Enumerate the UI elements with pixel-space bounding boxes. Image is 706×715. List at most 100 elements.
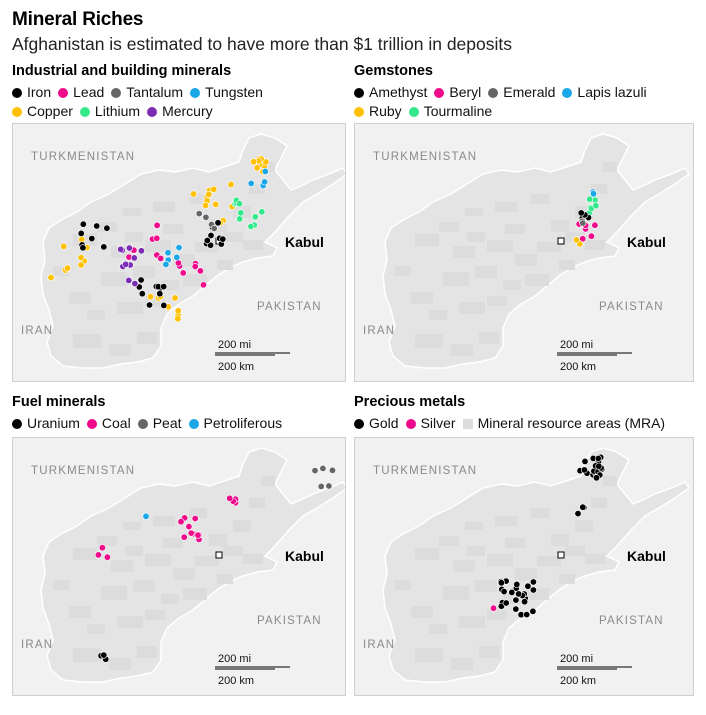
label-kabul: Kabul: [627, 234, 666, 250]
legend-row: Gold Silver Mineral resource areas (MRA): [354, 414, 672, 433]
mra-area: [495, 202, 517, 212]
mra-area: [145, 610, 165, 620]
mra-area: [123, 208, 141, 216]
legend-dot-swatch: [188, 418, 199, 429]
uranium-deposit: [100, 651, 108, 659]
gold-deposit: [594, 454, 602, 462]
mra-area: [395, 266, 411, 276]
copper-deposit: [77, 261, 85, 269]
mra-area: [551, 534, 569, 546]
mra-area: [505, 538, 525, 548]
lead-deposit: [179, 269, 187, 277]
mra-area: [87, 624, 105, 634]
coal-deposit: [187, 529, 195, 537]
legend-dot-swatch: [562, 87, 573, 98]
mra-area: [479, 332, 499, 344]
legend-square-swatch: [462, 418, 473, 429]
mra-area: [453, 560, 475, 572]
mra-area: [189, 508, 207, 518]
mra-area: [591, 498, 607, 508]
label-iran: IRAN: [21, 639, 53, 651]
mra-area: [137, 646, 157, 658]
kabul-marker: [557, 237, 565, 245]
legend-label: Mineral resource areas (MRA): [477, 415, 666, 431]
legend-item: Silver: [405, 414, 456, 433]
tungsten-deposit: [175, 244, 183, 252]
legend-dot-swatch: [58, 87, 69, 98]
iron-deposit: [77, 229, 85, 237]
legend-dot-swatch: [408, 106, 419, 117]
coal-deposit: [191, 515, 199, 523]
panel-title-gemstones: Gemstones: [354, 63, 433, 79]
map-fuel: TURKMENISTAN IRAN PAKISTAN Kabul 200 mi 200 k…: [12, 437, 346, 696]
gold-deposit: [502, 599, 510, 607]
tourmaline-deposit: [592, 202, 600, 210]
tungsten-deposit: [164, 249, 172, 257]
legend-label: Peat: [152, 415, 182, 431]
panel-title-industrial: Industrial and building minerals: [12, 63, 232, 79]
gold-deposit: [579, 503, 587, 511]
copper-deposit: [174, 307, 182, 315]
legend-item: Lapis lazuli: [562, 83, 647, 102]
legend-label: Tungsten: [205, 84, 263, 100]
iron-deposit: [207, 232, 215, 240]
chart-title: Mineral Riches: [12, 9, 144, 30]
mra-area: [585, 240, 605, 250]
scale-km-label: 200 km: [218, 361, 254, 373]
panel-title-precious: Precious metals: [354, 394, 466, 410]
iron-deposit: [214, 219, 222, 227]
mra-area: [487, 554, 513, 566]
mra-area: [97, 536, 117, 546]
mra-area: [153, 516, 175, 526]
mra-area: [123, 522, 141, 530]
label-pakistan: PAKISTAN: [257, 615, 322, 627]
legend-label: Tourmaline: [423, 103, 493, 119]
mra-area: [475, 266, 497, 278]
copper-deposit: [147, 293, 155, 301]
mra-area: [451, 658, 473, 670]
mra-area: [145, 296, 165, 306]
label-iran: IRAN: [363, 639, 395, 651]
mra-area: [537, 556, 561, 566]
iron-deposit: [156, 290, 164, 298]
mra-area: [161, 280, 179, 290]
lapis-lazuli-deposit: [590, 190, 598, 198]
legend-item: Coal: [86, 414, 131, 433]
map-precious: TURKMENISTAN IRAN PAKISTAN Kabul 200 mi 200 k…: [354, 437, 694, 696]
mra-area: [101, 272, 127, 286]
coal-deposit: [194, 531, 202, 539]
gold-deposit: [524, 582, 532, 590]
legend-dot-swatch: [147, 106, 158, 117]
mra-area: [73, 548, 97, 560]
tungsten-deposit: [173, 253, 181, 261]
mra-area: [495, 516, 517, 526]
tantalum-deposit: [202, 213, 210, 221]
mra-area: [531, 194, 549, 204]
mra-area: [487, 610, 507, 620]
mercury-deposit: [125, 244, 133, 252]
mra-area: [439, 536, 459, 546]
legend-dot-swatch: [12, 87, 22, 98]
mra-area: [233, 520, 251, 532]
legend-label: Ruby: [369, 103, 402, 119]
mra-area: [125, 232, 143, 242]
label-pakistan: PAKISTAN: [599, 615, 664, 627]
mra-area: [249, 184, 265, 194]
legend-dot-swatch: [488, 87, 499, 98]
mra-area: [117, 302, 143, 314]
mra-area: [591, 184, 607, 194]
legend-row: Iron Lead Tantalum Tungsten: [12, 83, 270, 102]
mercury-deposit: [130, 254, 138, 262]
iron-deposit: [103, 224, 111, 232]
legend-item: Amethyst: [354, 83, 427, 102]
legend-dot-swatch: [405, 418, 416, 429]
mra-area: [467, 546, 485, 556]
peat-deposit: [311, 467, 319, 475]
peat-deposit: [317, 482, 325, 490]
iron-deposit: [219, 235, 227, 243]
copper-deposit: [171, 294, 179, 302]
legend-industrial: Iron Lead Tantalum Tungsten Copper Lithium Mer…: [12, 83, 270, 121]
legend-label: Silver: [420, 415, 456, 431]
legend-row: Copper Lithium Mercury: [12, 102, 270, 121]
lead-deposit: [157, 254, 165, 262]
